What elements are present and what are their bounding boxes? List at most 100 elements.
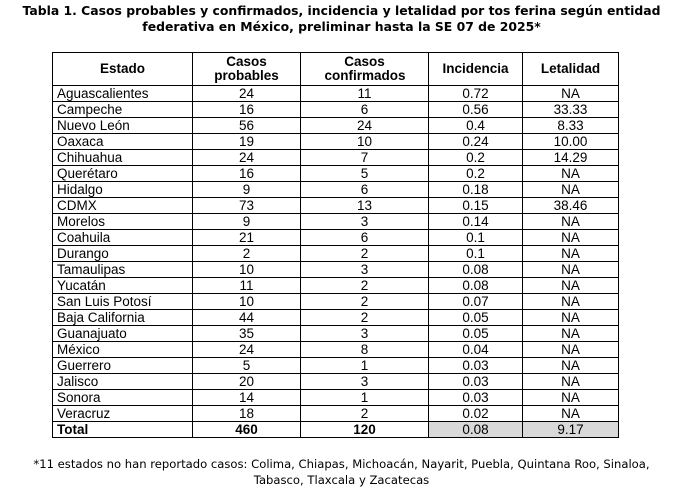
value-cell: NA [522,181,619,198]
value-cell: 3 [300,213,429,230]
value-cell: NA [522,325,619,342]
value-cell: 13 [300,197,429,214]
value-cell: 14.29 [522,149,619,166]
value-cell: 2 [300,293,429,310]
value-cell: 0.07 [428,293,523,310]
value-cell: 10 [192,293,301,310]
state-cell: Nuevo León [52,117,193,134]
value-cell: 2 [300,309,429,326]
state-cell: Sonora [52,389,193,406]
table-row: Yucatán 11 2 0.08 NA [52,277,619,294]
value-cell: NA [522,309,619,326]
state-cell: Hidalgo [52,181,193,198]
value-cell: 6 [300,101,429,118]
value-cell: 35 [192,325,301,342]
data-table: Estado Casos probables Casos confirmados In… [52,52,619,438]
header-cell: Estado [52,52,193,86]
value-cell: 0.08 [428,421,523,438]
table-row: Aguascalientes 24 11 0.72 NA [52,85,619,102]
value-cell: 24 [192,149,301,166]
value-cell: 21 [192,229,301,246]
value-cell: 16 [192,101,301,118]
value-cell: 33.33 [522,101,619,118]
value-cell: 0.4 [428,117,523,134]
table-row: Veracruz 18 2 0.02 NA [52,405,619,422]
total-row: Total 460 120 0.08 9.17 [52,421,619,438]
table-row: Coahuila 21 6 0.1 NA [52,229,619,246]
value-cell: 0.08 [428,277,523,294]
state-cell: CDMX [52,197,193,214]
value-cell: NA [522,293,619,310]
value-cell: 0.2 [428,149,523,166]
value-cell: 0.72 [428,85,523,102]
table-row: Hidalgo 9 6 0.18 NA [52,181,619,198]
value-cell: 0.24 [428,133,523,150]
value-cell: 14 [192,389,301,406]
table-row: Oaxaca 19 10 0.24 10.00 [52,133,619,150]
table-row: Morelos 9 3 0.14 NA [52,213,619,230]
value-cell: 5 [192,357,301,374]
header-text: Casos probables [214,54,279,83]
state-cell: San Luis Potosí [52,293,193,310]
state-cell: Guerrero [52,357,193,374]
value-cell: 0.56 [428,101,523,118]
value-cell: 9 [192,213,301,230]
value-cell: 11 [300,85,429,102]
value-cell: 24 [192,341,301,358]
value-cell: NA [522,341,619,358]
table-row: Sonora 14 1 0.03 NA [52,389,619,406]
value-cell: 38.46 [522,197,619,214]
header-text: Casos confirmados [324,54,406,83]
value-cell: 44 [192,309,301,326]
state-cell: México [52,341,193,358]
value-cell: 20 [192,373,301,390]
value-cell: 7 [300,149,429,166]
value-cell: NA [522,85,619,102]
table-row: Chihuahua 24 7 0.2 14.29 [52,149,619,166]
value-cell: 0.03 [428,357,523,374]
value-cell: 1 [300,389,429,406]
value-cell: NA [522,165,619,182]
state-cell: Querétaro [52,165,193,182]
value-cell: 2 [300,405,429,422]
state-cell: Yucatán [52,277,193,294]
header-cell: Casos probables [192,52,301,86]
table-row: Durango 2 2 0.1 NA [52,245,619,262]
table-row: Jalisco 20 3 0.03 NA [52,373,619,390]
header-cell: Incidencia [428,52,523,86]
value-cell: NA [522,357,619,374]
state-cell: Tamaulipas [52,261,193,278]
value-cell: 19 [192,133,301,150]
value-cell: 1 [300,357,429,374]
value-cell: 8.33 [522,117,619,134]
value-cell: 10 [192,261,301,278]
value-cell: NA [522,245,619,262]
value-cell: NA [522,373,619,390]
value-cell: 0.05 [428,325,523,342]
header-text: Incidencia [442,61,509,76]
value-cell: 0.18 [428,181,523,198]
header-text: Letalidad [540,61,601,76]
state-cell: Guanajuato [52,325,193,342]
table-row: CDMX 73 13 0.15 38.46 [52,197,619,214]
value-cell: 0.02 [428,405,523,422]
state-cell: Veracruz [52,405,193,422]
table-row: Guanajuato 35 3 0.05 NA [52,325,619,342]
state-cell: Coahuila [52,229,193,246]
value-cell: 9 [192,181,301,198]
state-cell: Total [52,421,193,438]
value-cell: 9.17 [522,421,619,438]
table-row: Querétaro 16 5 0.2 NA [52,165,619,182]
value-cell: 18 [192,405,301,422]
state-cell: Oaxaca [52,133,193,150]
value-cell: 10 [300,133,429,150]
value-cell: 8 [300,341,429,358]
value-cell: 0.03 [428,389,523,406]
table-row: México 24 8 0.04 NA [52,341,619,358]
value-cell: 5 [300,165,429,182]
value-cell: 56 [192,117,301,134]
value-cell: 3 [300,373,429,390]
value-cell: 24 [192,85,301,102]
value-cell: 73 [192,197,301,214]
